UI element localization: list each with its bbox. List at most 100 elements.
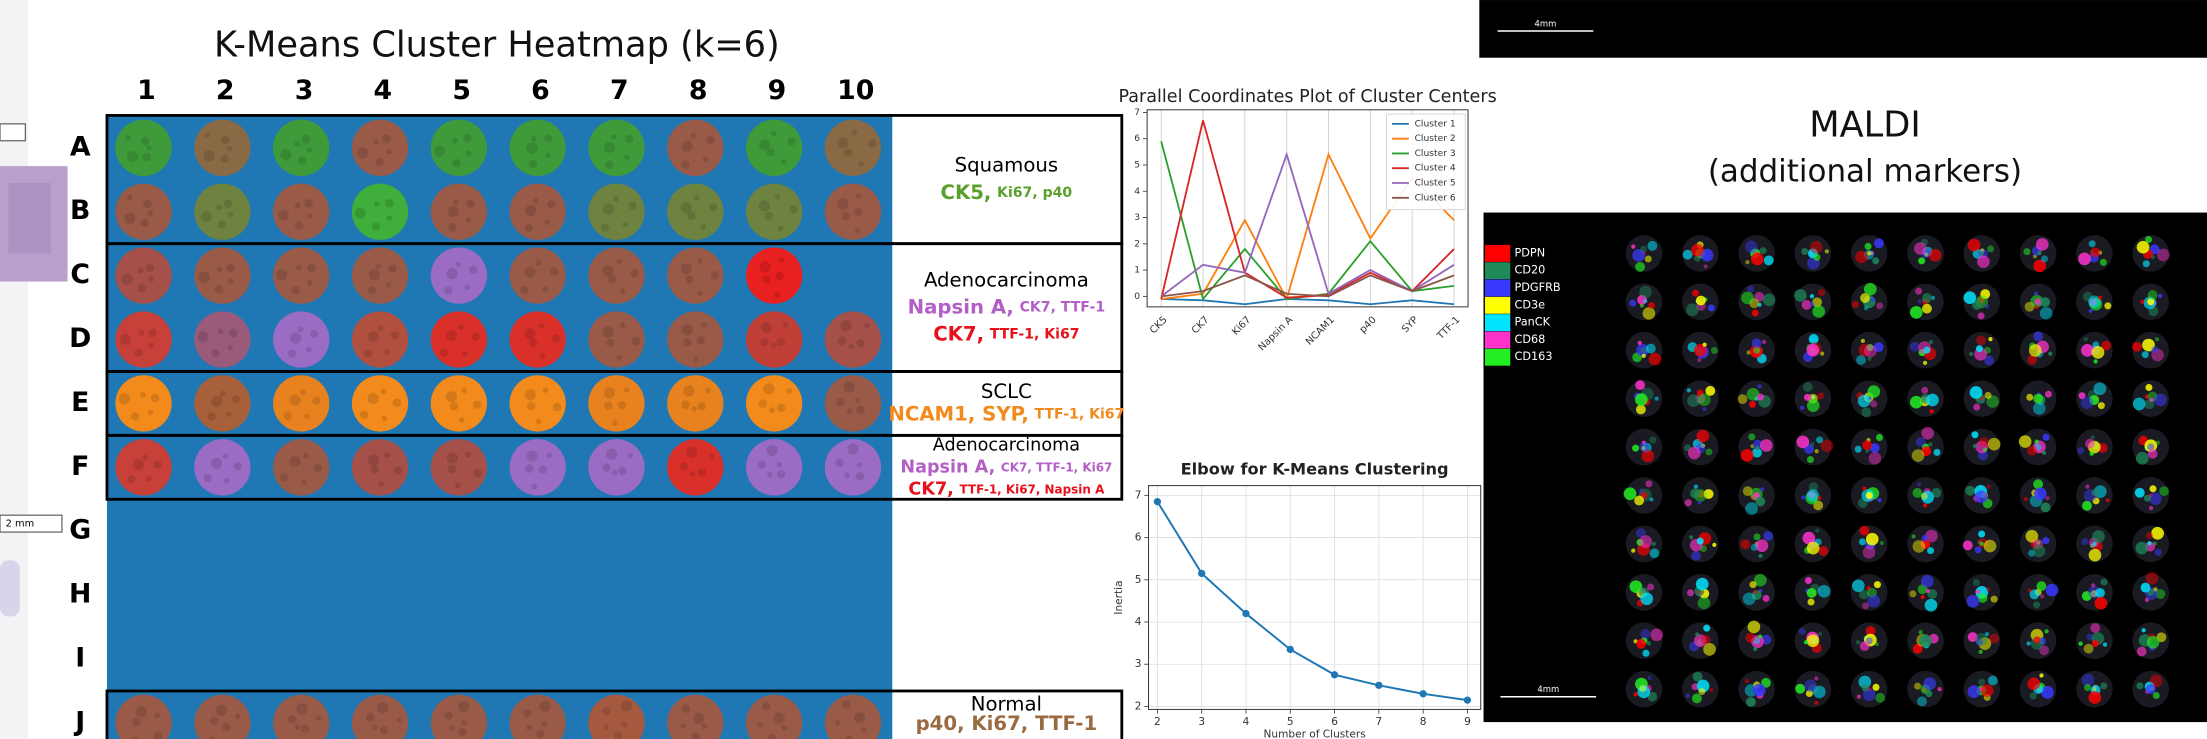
maldi-signal: [1963, 540, 1973, 550]
maldi-signal: [1631, 548, 1635, 552]
maldi-signal: [1741, 449, 1754, 462]
tissue-core: [746, 375, 802, 431]
maldi-signal: [1745, 502, 1758, 515]
tissue-core: [588, 120, 644, 176]
maldi-signal: [1655, 397, 1659, 401]
core-texture: [367, 393, 378, 404]
maldi-signal: [1856, 355, 1866, 365]
maldi-signal: [1965, 486, 1975, 496]
core-texture: [849, 344, 855, 350]
tissue-core: [431, 247, 487, 303]
maldi-signal: [2147, 541, 2151, 545]
core-texture: [386, 149, 392, 155]
maldi-signal: [2045, 391, 2052, 398]
core-texture: [771, 342, 777, 348]
core-texture: [296, 703, 307, 714]
core-texture: [847, 443, 858, 454]
core-texture: [466, 150, 472, 156]
cluster-name: Adenocarcinoma: [924, 268, 1089, 291]
maldi-signal: [1921, 595, 1925, 599]
core-texture: [606, 339, 614, 347]
maldi-signal: [2027, 446, 2037, 456]
tissue-core: [352, 120, 408, 176]
maldi-signal: [2136, 682, 2143, 689]
maldi-signal: [2085, 484, 2089, 488]
core-texture: [235, 714, 241, 720]
maldi-signal: [1913, 540, 1926, 553]
maldi-signal: [1926, 394, 1939, 407]
core-texture: [462, 388, 468, 394]
core-texture: [220, 391, 226, 397]
x-tick-label: NCAM1: [1304, 315, 1337, 348]
maldi-signal: [1979, 437, 1989, 447]
core-texture: [228, 278, 234, 284]
maldi-signal: [1876, 302, 1883, 309]
maldi-signal: [1874, 581, 1881, 588]
core-texture: [759, 399, 767, 407]
core-texture: [621, 700, 632, 711]
tissue-core: [746, 120, 802, 176]
core-texture: [146, 476, 152, 482]
tissue-core: [825, 311, 881, 367]
x-tick-label: TTF-1: [1435, 315, 1463, 343]
core-texture: [526, 451, 537, 462]
maldi-signal: [2149, 398, 2153, 402]
maldi-signal: [1688, 447, 1701, 460]
legend-swatch: [1485, 331, 1510, 348]
core-texture: [835, 720, 841, 726]
tissue-core: [825, 184, 881, 240]
core-texture: [778, 257, 784, 263]
maldi-signal: [1635, 380, 1645, 390]
maldi-signal: [1689, 535, 1693, 539]
maldi-signal: [2041, 502, 2051, 512]
maldi-signal: [1748, 433, 1755, 440]
maldi-signal: [1925, 599, 1938, 612]
marker-minor: TTF-1, Ki67, Napsin A: [960, 482, 1106, 496]
core-texture: [384, 452, 390, 458]
core-texture: [771, 131, 777, 137]
core-texture: [216, 204, 222, 210]
core-texture: [773, 712, 784, 723]
core-texture: [844, 149, 852, 157]
maldi-signal: [1740, 539, 1750, 549]
maldi-signal: [1921, 575, 1934, 588]
maldi-signal: [2024, 497, 2028, 501]
tissue-core: [194, 439, 250, 495]
core-texture: [371, 465, 379, 473]
marker-minor: TTF-1, Ki67: [990, 326, 1080, 342]
core-texture: [372, 725, 378, 731]
maldi-signal: [1980, 397, 1984, 401]
core-texture: [211, 349, 219, 357]
maldi-signal: [1753, 590, 1757, 594]
tissue-core: [194, 184, 250, 240]
core-texture: [141, 219, 149, 227]
core-texture: [446, 268, 457, 279]
core-texture: [542, 721, 548, 727]
core-texture: [856, 405, 864, 413]
maldi-signal: [1915, 288, 1922, 295]
maldi-signal: [1760, 247, 1767, 254]
marker-major: CK7,: [933, 322, 984, 345]
core-texture: [604, 387, 615, 398]
maldi-signal: [1973, 444, 1977, 448]
core-texture: [709, 203, 717, 211]
maldi-signal: [2030, 589, 2040, 599]
maldi-signal: [2084, 337, 2088, 341]
core-texture: [603, 326, 614, 337]
core-texture: [138, 284, 146, 292]
core-texture: [762, 702, 770, 710]
maldi-signal: [1760, 487, 1764, 491]
core-texture: [307, 147, 313, 153]
core-texture: [224, 199, 232, 207]
maldi-signal: [1629, 300, 1636, 307]
core-texture: [781, 725, 787, 731]
core-texture: [606, 449, 617, 460]
cluster-name: Squamous: [955, 154, 1059, 177]
core-texture: [135, 349, 143, 357]
maldi-signal: [2082, 501, 2092, 511]
y-tick-label: 7: [1134, 108, 1140, 118]
maldi-signal: [1641, 629, 1651, 639]
core-texture: [693, 356, 699, 362]
maldi-signal: [2035, 439, 2039, 443]
maldi-signal: [1691, 551, 1701, 561]
